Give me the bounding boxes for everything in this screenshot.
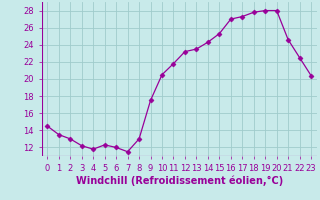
X-axis label: Windchill (Refroidissement éolien,°C): Windchill (Refroidissement éolien,°C)	[76, 175, 283, 186]
